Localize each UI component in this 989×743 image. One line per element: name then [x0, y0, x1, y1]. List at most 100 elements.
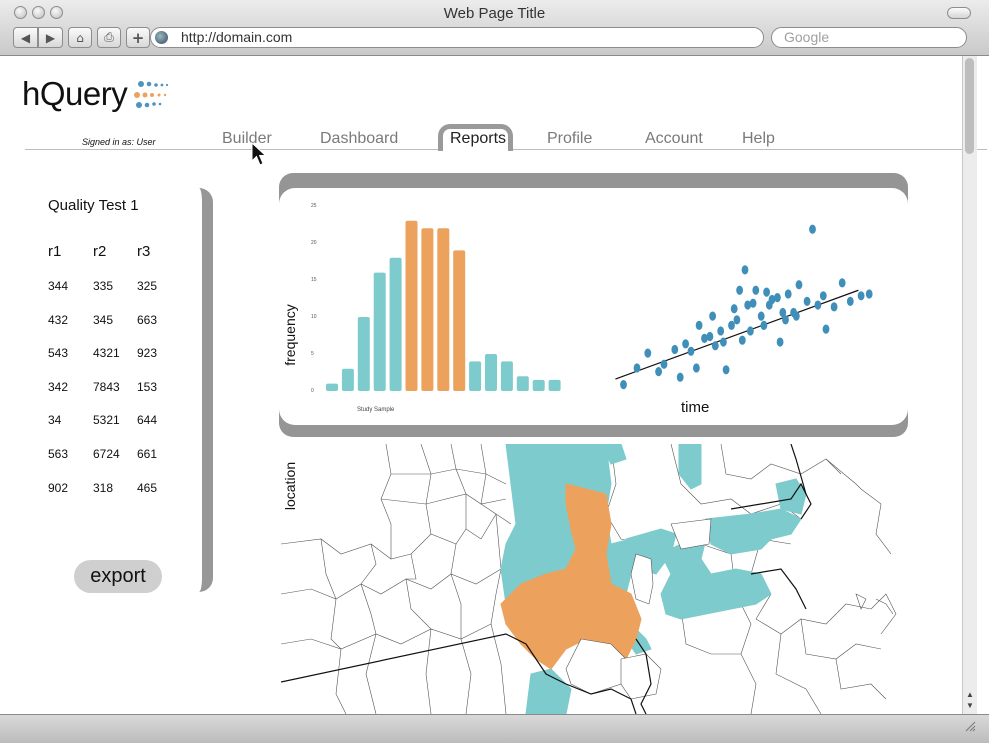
scroll-up-icon[interactable]: ▲: [966, 690, 974, 699]
print-icon: ⎙: [104, 30, 114, 44]
table-cell: 432: [48, 312, 69, 327]
table-cell: 342: [48, 379, 69, 394]
scatter-point: [846, 296, 854, 306]
tab-reports[interactable]: Reports: [450, 130, 507, 147]
scatter-point: [687, 346, 695, 356]
scatter-point: [830, 302, 838, 312]
logo-dots-icon: [134, 81, 169, 108]
histogram-bar: [548, 379, 561, 391]
histogram-bar: [453, 250, 466, 391]
scatter-point: [838, 278, 846, 288]
print-button[interactable]: ⎙: [97, 27, 121, 48]
table-cell: 5321: [93, 413, 120, 428]
column-header-r3: r3: [137, 243, 151, 260]
column-header-r1: r1: [48, 243, 62, 260]
scatter-point: [782, 315, 789, 325]
histogram-bar: [469, 361, 482, 391]
histogram-chart: [326, 220, 561, 391]
forward-button[interactable]: ▶: [38, 27, 63, 48]
minimize-window-icon[interactable]: [32, 6, 45, 19]
scatter-point: [760, 320, 768, 330]
scatter-point: [784, 289, 792, 299]
back-button[interactable]: ◀: [13, 27, 38, 48]
url-input[interactable]: http://domain.com: [150, 27, 764, 48]
scrollbar-thumb[interactable]: [965, 58, 974, 154]
time-axis-label: time: [681, 399, 710, 416]
scatter-point: [752, 285, 760, 295]
scatter-point: [776, 337, 784, 347]
tab-help[interactable]: Help: [742, 130, 775, 147]
scatter-point: [706, 331, 714, 342]
export-button[interactable]: export: [74, 560, 162, 593]
scatter-point: [660, 359, 668, 369]
vertical-scrollbar[interactable]: [962, 56, 977, 714]
scatter-point: [717, 326, 725, 336]
scatter-point: [803, 296, 811, 306]
tab-profile[interactable]: Profile: [547, 130, 593, 147]
table-cell: 4321: [93, 346, 120, 361]
scatter-point: [819, 291, 827, 301]
histogram-bar: [421, 228, 434, 391]
scatter-point: [779, 307, 787, 318]
frequency-axis-label: frequency: [282, 304, 298, 366]
home-button[interactable]: ⌂: [68, 27, 92, 48]
table-cell: 335: [93, 279, 114, 293]
scatter-point: [701, 333, 708, 343]
histogram-y-tick-label: 20: [311, 240, 317, 246]
results-panel: [25, 188, 213, 592]
table-cell: 325: [137, 279, 158, 293]
tab-account[interactable]: Account: [645, 130, 703, 147]
table-cell: 923: [137, 346, 158, 361]
table-cell: 563: [48, 447, 69, 461]
scatter-point: [676, 372, 684, 382]
scatter-point: [671, 344, 679, 355]
table-title: Quality Test 1: [48, 197, 139, 214]
table-cell: 7843: [93, 379, 120, 394]
scatter-point: [747, 326, 754, 336]
window-title: Web Page Title: [443, 5, 546, 22]
resize-grip-icon[interactable]: [964, 720, 976, 732]
histogram-y-tick-label: 5: [311, 351, 314, 357]
scatter-point: [814, 300, 822, 310]
histogram-bar: [485, 354, 497, 391]
histogram-bar: [532, 379, 545, 391]
histogram-y-tick-label: 25: [311, 203, 317, 209]
plus-icon: +: [131, 28, 145, 47]
browser-status-bar: [0, 714, 989, 743]
table-cell: 465: [137, 480, 158, 495]
tab-builder[interactable]: Builder: [222, 130, 272, 147]
scatter-point: [749, 298, 757, 308]
signed-in-label: Signed in as: User: [82, 137, 156, 147]
scatter-point: [633, 363, 641, 373]
scatter-point: [736, 285, 743, 295]
active-tab-frame: [438, 124, 513, 151]
scatter-point: [822, 324, 830, 334]
toolbar-toggle-button[interactable]: [947, 7, 971, 19]
table-cell: 345: [93, 312, 114, 327]
location-map[interactable]: [281, 444, 901, 714]
close-window-icon[interactable]: [14, 6, 27, 19]
zoom-window-icon[interactable]: [50, 6, 63, 19]
histogram-bar: [373, 272, 386, 391]
scatter-point: [763, 287, 770, 297]
scatter-point: [768, 294, 776, 305]
scatter-point: [733, 315, 741, 325]
search-input[interactable]: Google: [771, 27, 967, 48]
table-cell: 661: [137, 447, 158, 461]
scatter-point: [774, 293, 781, 303]
scroll-down-icon[interactable]: ▼: [966, 701, 974, 710]
scatter-point: [711, 341, 719, 351]
home-icon: ⌂: [76, 30, 84, 45]
tab-dashboard[interactable]: Dashboard: [320, 130, 399, 147]
table-cell: 318: [93, 480, 114, 495]
column-header-r2: r2: [93, 243, 107, 260]
histogram-bar: [437, 228, 450, 391]
back-icon: ◀: [20, 30, 31, 45]
scatter-point: [709, 311, 716, 321]
histogram-x-label: Study Sample: [357, 407, 395, 413]
table-cell: 902: [48, 480, 69, 495]
scatter-point: [693, 363, 700, 373]
table-cell: 6724: [93, 447, 120, 461]
forward-icon: ▶: [45, 30, 56, 45]
add-bookmark-button[interactable]: +: [126, 27, 150, 48]
